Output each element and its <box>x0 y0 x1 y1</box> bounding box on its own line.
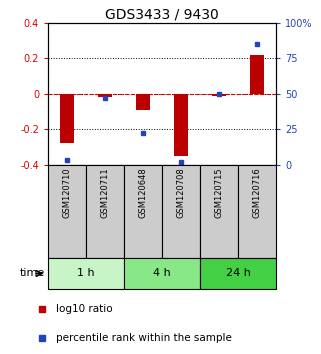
Text: time: time <box>20 268 45 279</box>
Bar <box>200 258 276 289</box>
Text: 1 h: 1 h <box>77 268 95 279</box>
Bar <box>48 165 86 258</box>
Text: GSM120715: GSM120715 <box>214 167 224 218</box>
Text: GSM120648: GSM120648 <box>139 167 148 218</box>
Bar <box>124 258 200 289</box>
Bar <box>162 165 200 258</box>
Text: percentile rank within the sample: percentile rank within the sample <box>56 333 232 343</box>
Title: GDS3433 / 9430: GDS3433 / 9430 <box>105 8 219 22</box>
Bar <box>200 165 238 258</box>
Bar <box>124 165 162 258</box>
Bar <box>213 94 226 96</box>
Text: GSM120711: GSM120711 <box>100 167 110 218</box>
Text: 4 h: 4 h <box>153 268 171 279</box>
Text: GSM120710: GSM120710 <box>63 167 72 218</box>
Bar <box>99 94 112 97</box>
Bar <box>250 55 264 94</box>
Text: log10 ratio: log10 ratio <box>56 304 113 314</box>
Bar <box>238 165 276 258</box>
Bar <box>48 258 124 289</box>
Text: GSM120716: GSM120716 <box>253 167 262 218</box>
Bar <box>86 165 124 258</box>
Bar <box>136 94 150 110</box>
Bar <box>60 94 74 143</box>
Bar <box>174 94 188 156</box>
Text: 24 h: 24 h <box>226 268 250 279</box>
Text: GSM120708: GSM120708 <box>177 167 186 218</box>
